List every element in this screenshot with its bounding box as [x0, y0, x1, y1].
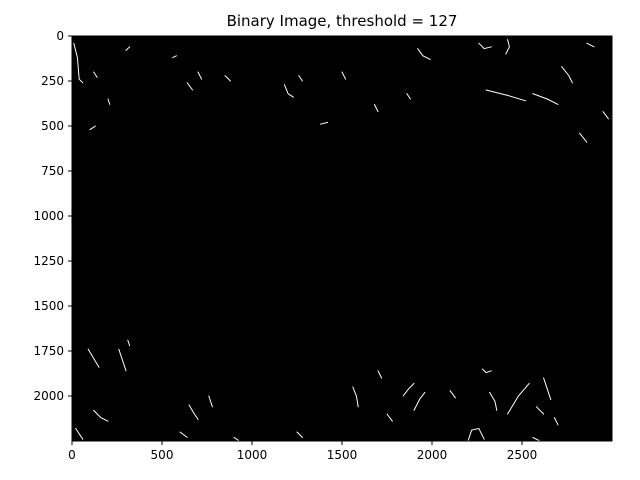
x-tick-label-3: 1500 — [327, 448, 358, 462]
x-tick-label-2: 1000 — [237, 448, 268, 462]
edge-segment-11 — [319, 121, 329, 125]
binary-edge-pixels — [73, 39, 609, 442]
edge-segment-41 — [489, 391, 498, 411]
edge-segment-0 — [73, 42, 84, 84]
edge-segment-16 — [478, 42, 492, 50]
edge-segment-19 — [532, 93, 559, 105]
x-tick-label-4: 2000 — [417, 448, 448, 462]
edge-segment-37 — [402, 382, 415, 397]
edge-segment-10 — [298, 75, 303, 82]
y-tick-label-1: 250 — [41, 74, 64, 88]
edge-segment-8 — [224, 75, 231, 82]
x-axis-ticks: 0 500 1000 1500 2000 2500 — [68, 441, 537, 462]
edge-segment-24 — [87, 348, 100, 368]
edge-segment-36 — [386, 413, 393, 422]
edge-segment-28 — [75, 427, 84, 440]
axes-frame — [71, 35, 613, 442]
edge-segment-45 — [532, 436, 541, 442]
edge-segment-5 — [172, 55, 177, 59]
edge-segment-35 — [377, 370, 383, 379]
y-tick-label-8: 2000 — [33, 389, 64, 403]
y-tick-label-0: 0 — [56, 29, 64, 43]
edge-segment-2 — [107, 98, 111, 105]
edge-segment-13 — [373, 103, 379, 113]
edge-segment-22 — [602, 111, 609, 120]
edge-segment-9 — [283, 84, 294, 98]
edge-segment-43 — [543, 377, 552, 401]
edge-segment-29 — [188, 404, 199, 420]
edge-segment-32 — [233, 436, 240, 442]
y-tick-label-4: 1000 — [33, 209, 64, 223]
edge-segment-4 — [125, 46, 131, 51]
edge-segment-21 — [586, 42, 595, 48]
edge-segment-14 — [406, 93, 411, 100]
edge-segment-20 — [561, 66, 573, 84]
edge-segment-17 — [505, 39, 510, 55]
edge-segment-12 — [341, 71, 347, 80]
edge-segment-3 — [89, 125, 96, 131]
edge-segment-18 — [485, 89, 527, 102]
edge-segment-44 — [535, 406, 545, 415]
edge-segment-42 — [507, 382, 530, 415]
edge-segment-47 — [449, 390, 456, 399]
y-axis-ticks: 0 250 500 750 1000 1250 1500 1750 2000 — [33, 29, 72, 403]
edge-segment-39 — [467, 427, 485, 442]
y-tick-label-6: 1500 — [33, 299, 64, 313]
edge-segment-30 — [208, 395, 213, 408]
x-tick-label-0: 0 — [68, 448, 76, 462]
image-area — [72, 36, 612, 441]
edge-segment-31 — [179, 431, 188, 438]
x-tick-label-5: 2500 — [507, 448, 538, 462]
edge-segment-15 — [417, 48, 431, 60]
edge-segment-1 — [93, 71, 98, 78]
chart-title: Binary Image, threshold = 127 — [227, 12, 458, 30]
y-tick-label-7: 1750 — [33, 344, 64, 358]
edge-segment-34 — [352, 386, 359, 408]
edge-segment-6 — [186, 82, 194, 91]
edge-segment-7 — [197, 71, 203, 80]
edge-segment-40 — [481, 368, 492, 374]
edge-segment-25 — [118, 348, 127, 372]
y-tick-label-5: 1250 — [33, 254, 64, 268]
y-tick-label-3: 750 — [41, 164, 64, 178]
edge-segment-26 — [127, 339, 131, 347]
edge-segment-46 — [553, 417, 559, 426]
edge-segment-23 — [579, 132, 588, 143]
y-tick-label-2: 500 — [41, 119, 64, 133]
edge-segment-27 — [93, 409, 109, 422]
edge-segment-33 — [296, 431, 303, 438]
edge-segment-38 — [413, 391, 426, 411]
x-tick-label-1: 500 — [151, 448, 174, 462]
